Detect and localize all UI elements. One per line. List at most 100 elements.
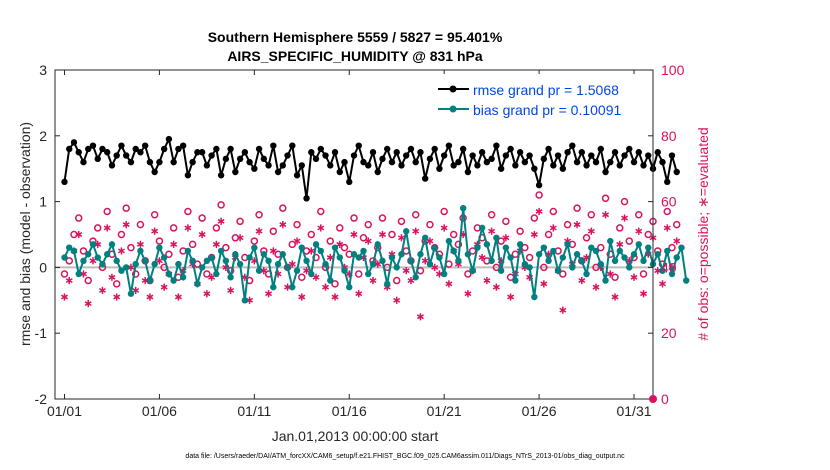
obs-possible-point [582, 234, 591, 242]
obs-possible-point [440, 207, 448, 216]
bias-point [274, 260, 282, 268]
obs-evaluated-point [151, 227, 159, 235]
bias-point [94, 254, 101, 261]
obs-possible-point [492, 263, 501, 272]
obs-evaluated-point [488, 227, 496, 235]
obs-possible-point [663, 207, 671, 216]
rmse-point [317, 145, 324, 153]
obs-evaluated-point [492, 283, 500, 291]
rmse-point [66, 145, 73, 153]
rmse-point [445, 142, 453, 149]
rmse-point [194, 149, 201, 156]
bias-point [369, 260, 377, 268]
rmse-point [488, 155, 495, 163]
obs-possible-point [65, 257, 73, 265]
obs-evaluated-point [483, 276, 491, 285]
bias-point [621, 254, 628, 261]
rmse-point [455, 158, 462, 166]
bias-point [303, 257, 310, 265]
rmse-point [175, 145, 182, 153]
bias-point [531, 293, 538, 301]
obs-possible-point [255, 211, 263, 219]
rmse-point [156, 158, 163, 166]
bias-point [459, 204, 467, 212]
rmse-point [664, 178, 671, 186]
bias-point [545, 257, 552, 265]
bias-point [403, 228, 410, 235]
bias-point [217, 247, 225, 255]
obs-possible-point [150, 211, 159, 219]
obs-evaluated-point [573, 221, 581, 229]
rmse-point [630, 158, 638, 166]
rmse-point [459, 145, 467, 153]
bias-point [365, 270, 372, 278]
y2-tick-label: 40 [661, 259, 677, 275]
obs-evaluated-point [640, 290, 648, 298]
obs-possible-point [250, 237, 259, 245]
rmse-point [426, 155, 434, 163]
rmse-point [507, 145, 514, 153]
bias-point [170, 277, 177, 284]
obs-evaluated-point [378, 230, 386, 239]
bias-point [184, 247, 192, 255]
rmse-point [469, 152, 476, 159]
obs-evaluated-point [236, 234, 244, 242]
rmse-point [303, 195, 310, 202]
rmse-point [640, 162, 647, 169]
bias-point [270, 283, 277, 291]
bias-point [635, 241, 642, 248]
bias-point [550, 247, 557, 255]
obs-evaluated-point [402, 267, 410, 275]
obs-possible-point [298, 273, 306, 282]
rmse-point [61, 178, 68, 186]
obs-evaluated-point [322, 283, 330, 291]
obs-evaluated-point [549, 224, 557, 232]
bias-point [668, 270, 676, 278]
bias-point [678, 244, 685, 251]
bias-point [108, 241, 116, 248]
obs-possible-point [84, 276, 92, 285]
obs-evaluated-point [663, 224, 671, 232]
rmse-point [165, 135, 173, 143]
obs-evaluated-point [336, 240, 344, 248]
rmse-point [141, 142, 149, 149]
obs-evaluated-point [212, 240, 220, 248]
rmse-point [222, 155, 230, 163]
bias-point [279, 251, 287, 258]
obs-evaluated-point [298, 293, 306, 301]
obs-possible-point [364, 220, 372, 229]
obs-possible-point [288, 240, 297, 249]
rmse-point [388, 158, 396, 166]
rmse-point [512, 162, 519, 169]
rmse-point [673, 168, 680, 176]
rmse-point [588, 152, 595, 159]
obs-possible-point [530, 214, 539, 222]
obs-evaluated-point [265, 290, 273, 298]
rmse-point [203, 162, 211, 169]
rmse-point [502, 152, 510, 159]
rmse-point [374, 168, 381, 176]
obs-possible-point [468, 247, 477, 255]
obs-evaluated-point [355, 290, 363, 298]
bias-point [588, 244, 595, 251]
bias-point [189, 257, 196, 265]
x-tick-label: 01/11 [237, 403, 271, 419]
obs-possible-point [411, 211, 420, 219]
legend-rmse-marker [449, 85, 457, 93]
obs-evaluated-point [84, 299, 92, 308]
bias-point [659, 267, 666, 274]
obs-evaluated-point [170, 240, 178, 248]
obs-possible-point [112, 280, 121, 288]
obs-possible-point [74, 214, 83, 222]
obs-possible-point [625, 237, 634, 245]
bias-point [327, 277, 334, 284]
rmse-point [393, 149, 400, 156]
bias-point [208, 254, 215, 261]
obs-evaluated-point [136, 240, 144, 248]
obs-possible-point [563, 220, 572, 229]
chart-subtitle: AIRS_SPECIFIC_HUMIDITY @ 831 hPa [227, 48, 483, 64]
obs-possible-point [79, 247, 88, 255]
bias-point [350, 251, 358, 258]
bias-point [260, 251, 268, 258]
rmse-point [440, 152, 448, 159]
